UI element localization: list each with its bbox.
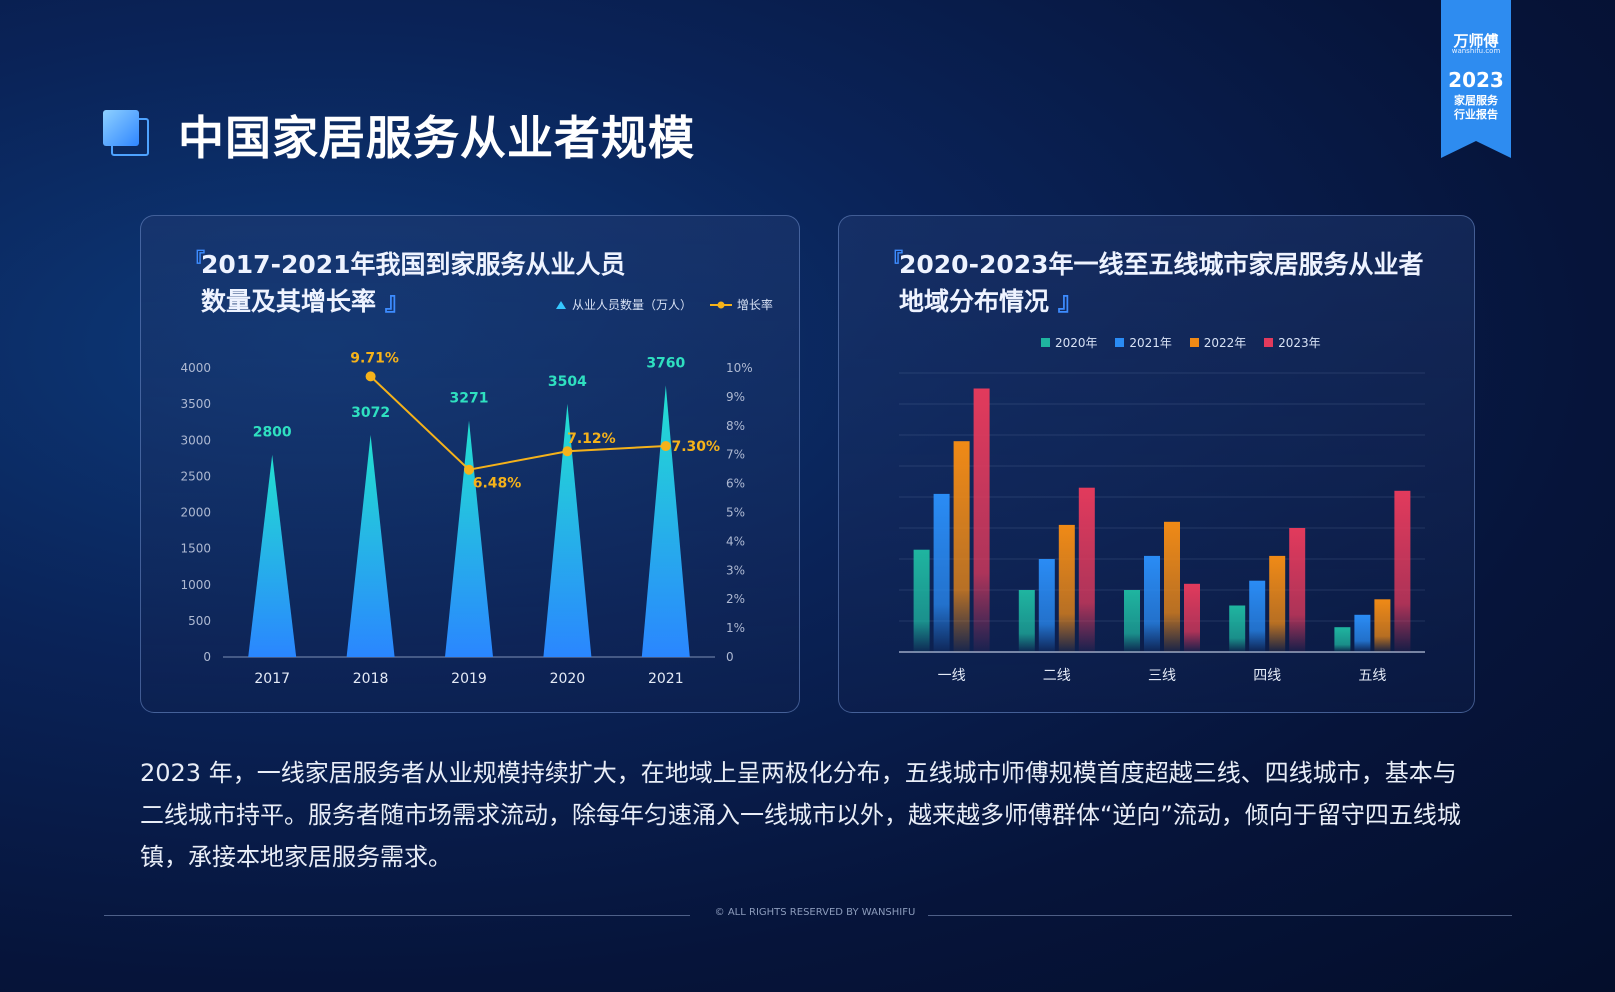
x-tick-label: 五线 bbox=[1358, 668, 1386, 684]
x-tick-label: 三线 bbox=[1148, 668, 1176, 684]
y2-tick-label: 10% bbox=[726, 361, 753, 375]
legend-2023: 2023年 bbox=[1264, 334, 1321, 351]
legend-workers: 从业人员数量（万人） bbox=[555, 296, 692, 313]
bar bbox=[973, 388, 990, 652]
bar bbox=[1289, 528, 1306, 652]
y2-tick-label: 0 bbox=[726, 650, 734, 664]
bar bbox=[953, 441, 970, 652]
growth-point bbox=[365, 371, 376, 382]
triangle-legend-icon bbox=[556, 300, 566, 309]
y2-tick-label: 4% bbox=[726, 534, 745, 548]
growth-label: 9.71% bbox=[350, 350, 399, 366]
cone-bar bbox=[641, 385, 690, 657]
y2-tick-label: 3% bbox=[726, 563, 745, 577]
footer-divider-right bbox=[928, 915, 1512, 916]
y-tick-label: 1500 bbox=[180, 542, 211, 556]
footer-copyright: © ALL RIGHTS RESERVED BY WANSHIFU bbox=[714, 907, 916, 918]
bar bbox=[1124, 590, 1140, 652]
bar-value-label: 3760 bbox=[646, 355, 685, 371]
bar bbox=[1354, 614, 1371, 652]
footer-divider-left bbox=[104, 915, 690, 916]
cone-bar bbox=[248, 454, 297, 657]
bar bbox=[1374, 599, 1391, 652]
bar bbox=[1144, 555, 1160, 652]
ribbon-text: 家居服务 行业报告 bbox=[1454, 94, 1498, 121]
x-tick-label: 2017 bbox=[254, 671, 290, 687]
bar bbox=[913, 549, 930, 652]
report-ribbon: 万师傅 wanshifu.com 2023 家居服务 行业报告 bbox=[1441, 0, 1511, 160]
bar bbox=[1018, 590, 1035, 652]
y-tick-label: 3000 bbox=[180, 433, 211, 447]
y2-tick-label: 7% bbox=[726, 448, 745, 462]
bar bbox=[1078, 487, 1095, 652]
bar bbox=[1249, 580, 1266, 652]
cone-bar bbox=[346, 435, 395, 657]
bar-value-label: 3271 bbox=[450, 391, 489, 407]
y2-tick-label: 5% bbox=[726, 506, 745, 520]
y2-tick-label: 2% bbox=[726, 592, 745, 606]
growth-point bbox=[562, 446, 573, 457]
bar-value-label: 3072 bbox=[351, 405, 390, 421]
y2-tick-label: 8% bbox=[726, 419, 745, 433]
growth-label: 6.48% bbox=[473, 476, 522, 492]
x-tick-label: 四线 bbox=[1253, 668, 1281, 684]
x-tick-label: 2021 bbox=[648, 671, 684, 687]
bar-value-label: 2800 bbox=[253, 425, 292, 441]
page-title: 中国家居服务从业者规模 bbox=[178, 111, 695, 165]
chart1-plot: 0 500 1000 1500 2000 2500 3000 3500 4000 0 1% 2% 3% 4… bbox=[180, 350, 753, 687]
bar bbox=[933, 493, 950, 652]
cone-bar bbox=[445, 420, 493, 657]
brand-logo: 万师傅 bbox=[1453, 32, 1499, 50]
bar bbox=[1038, 559, 1055, 652]
legend-2021: 2021年 bbox=[1115, 334, 1172, 351]
chart2-legend: 2020年 2021年 2022年 2023年 bbox=[1041, 334, 1335, 351]
growth-line bbox=[369, 375, 666, 471]
y-tick-label: 3500 bbox=[180, 397, 211, 411]
cone-bar bbox=[543, 403, 592, 657]
growth-label: 7.30% bbox=[672, 439, 721, 455]
y-tick-label: 0 bbox=[203, 650, 211, 664]
growth-point bbox=[660, 441, 671, 452]
quote-open-mark: 『 bbox=[185, 248, 205, 272]
chart1-legend: 从业人员数量（万人） 增长率 bbox=[555, 296, 787, 313]
distribution-chart-panel: 『 2020-2023年一线至五线城市家居服务从业者 地域分布情况 』 2020… bbox=[838, 215, 1475, 713]
x-tick-label: 二线 bbox=[1043, 668, 1071, 684]
growth-label: 7.12% bbox=[567, 431, 616, 447]
x-tick-label: 一线 bbox=[938, 668, 966, 684]
y-tick-label: 1000 bbox=[180, 578, 211, 592]
legend-2020: 2020年 bbox=[1041, 334, 1098, 351]
x-tick-label: 2019 bbox=[451, 671, 487, 687]
chart2-title: 2020-2023年一线至五线城市家居服务从业者 地域分布情况 』 bbox=[899, 250, 1424, 316]
y-tick-label: 4000 bbox=[180, 361, 211, 375]
y2-tick-label: 1% bbox=[726, 621, 745, 635]
ribbon-shape bbox=[1441, 0, 1511, 158]
bar bbox=[1269, 555, 1286, 652]
x-tick-label: 2020 bbox=[550, 671, 586, 687]
bar-value-label: 3504 bbox=[548, 374, 587, 390]
bar bbox=[1058, 524, 1075, 652]
ribbon-year: 2023 bbox=[1448, 68, 1504, 92]
y-tick-label: 2500 bbox=[180, 469, 211, 483]
y-tick-label: 2000 bbox=[180, 506, 211, 520]
bar bbox=[1394, 490, 1411, 652]
brand-url: wanshifu.com bbox=[1451, 47, 1501, 55]
line-legend-icon bbox=[709, 301, 732, 308]
y-tick-label: 500 bbox=[188, 614, 211, 628]
title-icon bbox=[103, 110, 151, 158]
bar bbox=[1164, 521, 1180, 652]
bar bbox=[1229, 605, 1246, 652]
description-text: 2023 年，一线家居服务者从业规模持续扩大，在地域上呈两极化分布，五线城市师傅… bbox=[140, 759, 1461, 871]
employment-chart-panel: 『 2017-2021年我国到家服务从业人员 数量及其增长率 』 从业人员数量（… bbox=[140, 215, 800, 713]
y2-tick-label: 6% bbox=[726, 477, 745, 491]
x-tick-label: 2018 bbox=[353, 671, 389, 687]
bar bbox=[1334, 627, 1351, 652]
legend-growth: 增长率 bbox=[709, 296, 773, 313]
growth-point bbox=[464, 464, 474, 475]
chart1-title: 2017-2021年我国到家服务从业人员 数量及其增长率 』 bbox=[201, 250, 626, 316]
y2-tick-label: 9% bbox=[726, 390, 745, 404]
bar bbox=[1184, 583, 1200, 652]
legend-2022: 2022年 bbox=[1189, 334, 1246, 351]
quote-open-mark: 『 bbox=[883, 248, 903, 272]
chart2-plot: 一线 二线 三线 四线 五线 bbox=[899, 372, 1425, 684]
